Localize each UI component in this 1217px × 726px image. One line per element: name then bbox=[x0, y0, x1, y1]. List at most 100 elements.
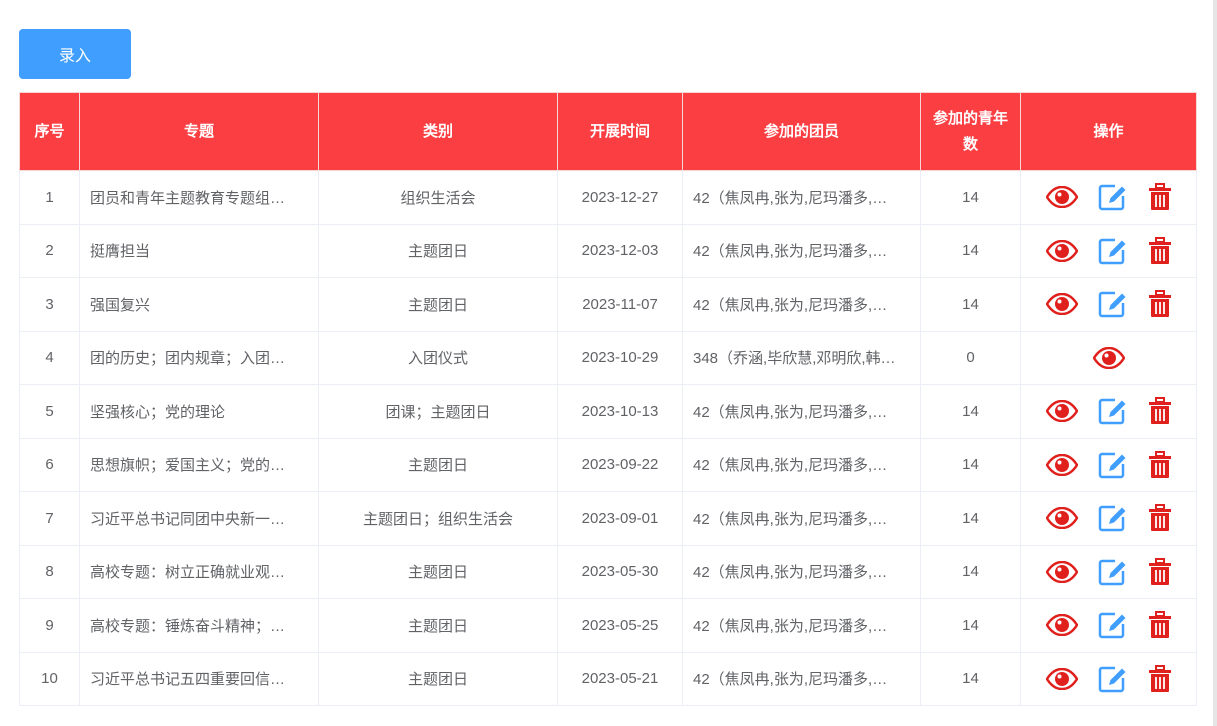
delete-icon[interactable] bbox=[1148, 504, 1172, 532]
cell-youth: 14 bbox=[920, 437, 1021, 492]
cell-date: 2023-10-13 bbox=[557, 384, 683, 439]
cell-members: 42（焦凤冉,张为,尼玛潘多,… bbox=[682, 223, 921, 278]
cell-youth: 14 bbox=[920, 491, 1021, 546]
cell-no: 7 bbox=[19, 491, 80, 546]
col-actions: 操作 bbox=[1020, 92, 1197, 171]
cell-topic: 高校专题：锤炼奋斗精神；… bbox=[79, 598, 319, 653]
view-icon[interactable] bbox=[1092, 346, 1125, 369]
cell-members: 42（焦凤冉,张为,尼玛潘多,… bbox=[682, 384, 921, 439]
cell-no: 9 bbox=[19, 598, 80, 653]
cell-actions bbox=[1020, 384, 1197, 439]
cell-actions bbox=[1020, 277, 1197, 332]
cell-youth: 14 bbox=[920, 598, 1021, 653]
delete-icon[interactable] bbox=[1148, 236, 1172, 265]
delete-icon[interactable] bbox=[1148, 397, 1172, 425]
cell-actions bbox=[1020, 170, 1197, 225]
cell-category: 组织生活会 bbox=[318, 170, 558, 225]
delete-icon[interactable] bbox=[1148, 450, 1172, 479]
cell-category: 主题团日；组织生活会 bbox=[318, 491, 558, 546]
cell-topic: 挺膺担当 bbox=[79, 223, 319, 278]
table-row: 5 坚强核心；党的理论 团课；主题团日 2023-10-13 42（焦凤冉,张为,尼玛潘… bbox=[19, 384, 1197, 439]
cell-date: 2023-12-03 bbox=[557, 223, 683, 278]
scrollbar[interactable] bbox=[1213, 0, 1217, 726]
cell-youth: 14 bbox=[920, 223, 1021, 278]
cell-members: 42（焦凤冉,张为,尼玛潘多,… bbox=[682, 170, 921, 225]
edit-icon[interactable] bbox=[1098, 237, 1128, 265]
cell-topic: 强国复兴 bbox=[79, 277, 319, 332]
table-row: 10 习近平总书记五四重要回信… 主题团日 2023-05-21 42（焦凤冉,张为,尼… bbox=[19, 651, 1197, 706]
table-row: 3 强国复兴 主题团日 2023-11-07 42（焦凤冉,张为,尼玛潘多,… 14 bbox=[19, 277, 1197, 332]
table-row: 6 思想旗帜；爱国主义；党的… 主题团日 2023-09-22 42（焦凤冉,张为,尼玛… bbox=[19, 437, 1197, 492]
cell-actions bbox=[1020, 651, 1197, 706]
cell-category: 主题团日 bbox=[318, 437, 558, 492]
cell-youth: 14 bbox=[920, 544, 1021, 599]
cell-no: 5 bbox=[19, 384, 80, 439]
view-icon[interactable] bbox=[1045, 667, 1078, 690]
cell-members: 42（焦凤冉,张为,尼玛潘多,… bbox=[682, 437, 921, 492]
cell-members: 42（焦凤冉,张为,尼玛潘多,… bbox=[682, 544, 921, 599]
table-row: 2 挺膺担当 主题团日 2023-12-03 42（焦凤冉,张为,尼玛潘多,… 14 bbox=[19, 223, 1197, 278]
cell-actions bbox=[1020, 491, 1197, 546]
cell-actions bbox=[1020, 437, 1197, 492]
view-icon[interactable] bbox=[1045, 293, 1078, 316]
cell-youth: 14 bbox=[920, 277, 1021, 332]
table-row: 4 团的历史；团内规章；入团… 入团仪式 2023-10-29 348（乔涵,毕欣慧,邓… bbox=[19, 330, 1197, 385]
cell-category: 主题团日 bbox=[318, 277, 558, 332]
cell-actions bbox=[1020, 544, 1197, 599]
cell-no: 1 bbox=[19, 170, 80, 225]
view-icon[interactable] bbox=[1045, 400, 1078, 423]
cell-topic: 思想旗帜；爱国主义；党的… bbox=[79, 437, 319, 492]
add-button[interactable]: 录入 bbox=[19, 29, 131, 79]
delete-icon[interactable] bbox=[1148, 664, 1172, 693]
delete-icon[interactable] bbox=[1148, 611, 1172, 639]
edit-icon[interactable] bbox=[1098, 558, 1128, 586]
cell-actions bbox=[1020, 330, 1197, 385]
table-row: 8 高校专题：树立正确就业观… 主题团日 2023-05-30 42（焦凤冉,张为,尼玛… bbox=[19, 544, 1197, 599]
view-icon[interactable] bbox=[1045, 239, 1078, 262]
edit-icon[interactable] bbox=[1098, 397, 1128, 425]
cell-category: 主题团日 bbox=[318, 598, 558, 653]
cell-no: 10 bbox=[19, 651, 80, 706]
cell-category: 团课；主题团日 bbox=[318, 384, 558, 439]
view-icon[interactable] bbox=[1045, 507, 1078, 530]
cell-category: 入团仪式 bbox=[318, 330, 558, 385]
cell-members: 42（焦凤冉,张为,尼玛潘多,… bbox=[682, 277, 921, 332]
table-row: 7 习近平总书记同团中央新一… 主题团日；组织生活会 2023-09-01 42（焦凤冉… bbox=[19, 491, 1197, 546]
table-row: 1 团员和青年主题教育专题组… 组织生活会 2023-12-27 42（焦凤冉,张为,尼… bbox=[19, 170, 1197, 225]
edit-icon[interactable] bbox=[1098, 504, 1128, 532]
edit-icon[interactable] bbox=[1098, 183, 1128, 211]
cell-no: 6 bbox=[19, 437, 80, 492]
cell-members: 42（焦凤冉,张为,尼玛潘多,… bbox=[682, 598, 921, 653]
delete-icon[interactable] bbox=[1148, 290, 1172, 318]
cell-no: 2 bbox=[19, 223, 80, 278]
view-icon[interactable] bbox=[1045, 614, 1078, 637]
delete-icon[interactable] bbox=[1148, 557, 1172, 586]
cell-youth: 0 bbox=[920, 330, 1021, 385]
cell-youth: 14 bbox=[920, 651, 1021, 706]
cell-category: 主题团日 bbox=[318, 651, 558, 706]
delete-icon[interactable] bbox=[1148, 183, 1172, 211]
view-icon[interactable] bbox=[1045, 560, 1078, 583]
table-row: 9 高校专题：锤炼奋斗精神；… 主题团日 2023-05-25 42（焦凤冉,张为,尼玛… bbox=[19, 598, 1197, 653]
col-members: 参加的团员 bbox=[682, 92, 921, 171]
edit-icon[interactable] bbox=[1098, 611, 1128, 639]
col-no: 序号 bbox=[19, 92, 80, 171]
cell-date: 2023-05-30 bbox=[557, 544, 683, 599]
cell-no: 4 bbox=[19, 330, 80, 385]
cell-date: 2023-12-27 bbox=[557, 170, 683, 225]
cell-topic: 团的历史；团内规章；入团… bbox=[79, 330, 319, 385]
view-icon[interactable] bbox=[1045, 453, 1078, 476]
cell-date: 2023-05-25 bbox=[557, 598, 683, 653]
cell-topic: 高校专题：树立正确就业观… bbox=[79, 544, 319, 599]
cell-category: 主题团日 bbox=[318, 223, 558, 278]
edit-icon[interactable] bbox=[1098, 665, 1128, 693]
cell-members: 42（焦凤冉,张为,尼玛潘多,… bbox=[682, 491, 921, 546]
cell-youth: 14 bbox=[920, 170, 1021, 225]
cell-members: 348（乔涵,毕欣慧,邓明欣,韩… bbox=[682, 330, 921, 385]
view-icon[interactable] bbox=[1045, 186, 1078, 209]
edit-icon[interactable] bbox=[1098, 451, 1128, 479]
cell-no: 3 bbox=[19, 277, 80, 332]
col-youth: 参加的青年数 bbox=[920, 92, 1021, 171]
col-date: 开展时间 bbox=[557, 92, 683, 171]
edit-icon[interactable] bbox=[1098, 290, 1128, 318]
